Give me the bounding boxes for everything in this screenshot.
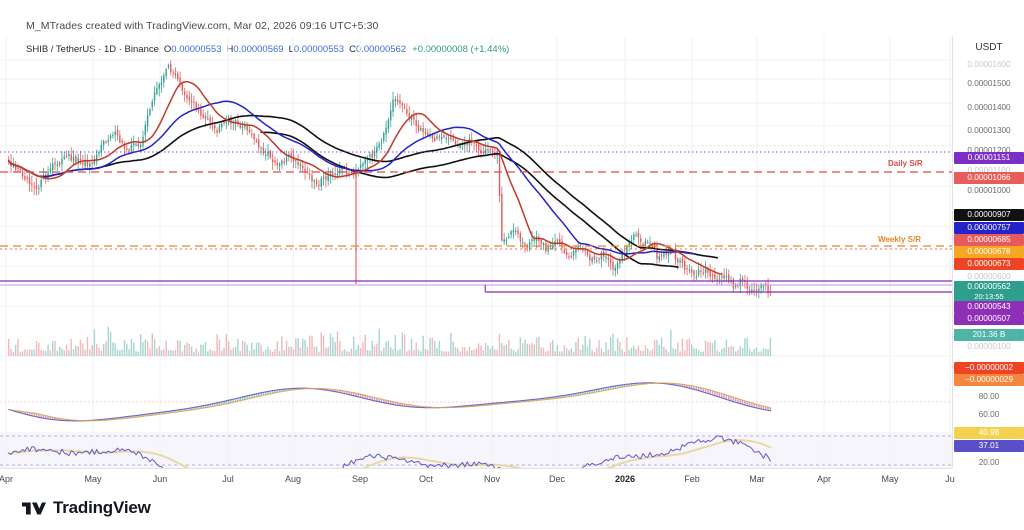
countdown-label: 20:13:55: [954, 291, 1024, 303]
ohlc-open: O0.00000553: [164, 44, 222, 55]
tradingview-footer: TradingView: [22, 498, 151, 518]
price-tick: 0.00001200: [967, 146, 1011, 155]
chart-plot-area[interactable]: [0, 36, 952, 468]
volume-label: 201.36 B: [954, 329, 1024, 341]
tradingview-brand: TradingView: [53, 498, 151, 517]
macd-signal-label: −0.00000029: [954, 374, 1024, 386]
price-tick: 0.00001300: [967, 126, 1011, 135]
time-tick: Ju: [945, 474, 955, 484]
ohlc-close-value: 0.00000562: [355, 44, 407, 55]
price-scale-currency: USDT: [975, 42, 1003, 53]
ma-label-black: 0.00000907: [954, 209, 1024, 221]
ohlc-change: +0.00000008 (+1.44%): [412, 44, 510, 55]
ohlc-low-key: L: [288, 44, 294, 55]
rsi-tick: 60.00: [978, 410, 1000, 419]
ohlc-high-key: H: [226, 44, 234, 55]
rsi-label: 37.01: [954, 440, 1024, 452]
time-scale[interactable]: Apr May Jun Jul Aug Sep Oct Nov Dec 2026 Feb Mar Apr…: [0, 468, 955, 490]
ohlc-low-value: 0.00000553: [293, 44, 345, 55]
price-tick: 0.00001400: [967, 103, 1011, 112]
symbol-label[interactable]: SHIB / TetherUS · 1D · Binance: [26, 44, 159, 55]
time-tick: May: [881, 474, 899, 484]
time-tick: Dec: [548, 474, 566, 484]
time-tick: Apr: [816, 474, 832, 484]
time-tick: Sep: [351, 474, 369, 484]
time-tick: Oct: [418, 474, 434, 484]
ohlc-open-key: O: [163, 44, 172, 55]
price-level-red: 0.00000673: [954, 258, 1024, 270]
ohlc-close-key: C: [349, 44, 356, 55]
price-level-daily-sr: 0.00001066: [954, 172, 1024, 184]
ohlc-low: L0.00000553: [289, 44, 345, 55]
tradingview-logo-icon: [22, 502, 46, 514]
price-tick: 0.00001000: [967, 186, 1011, 195]
macd-label: −0.00000002: [954, 362, 1024, 374]
rsi-tick: 80.00: [978, 392, 1000, 401]
ohlc-open-value: 0.00000553: [171, 44, 222, 55]
rsi-ma-label: 40.98: [954, 427, 1024, 439]
time-tick: Nov: [483, 474, 501, 484]
time-tick: Apr: [0, 474, 14, 484]
price-tick: 0.00001600: [967, 60, 1011, 69]
weekly-sr-annotation: Weekly S/R: [878, 235, 921, 244]
chart-canvas[interactable]: [0, 36, 952, 468]
time-tick: Aug: [284, 474, 302, 484]
time-tick: Feb: [684, 474, 700, 484]
price-level-purple-lower: 0.00000507: [954, 313, 1024, 325]
ohlc-high: H0.00000569: [226, 44, 283, 55]
price-tick: 0.00000600: [967, 272, 1011, 281]
price-level-weekly-sr: 0.00000678: [954, 246, 1024, 258]
ohlc-high-value: 0.00000569: [233, 44, 284, 55]
time-tick: Jun: [152, 474, 168, 484]
ohlc-close: C0.00000562: [349, 44, 406, 55]
time-tick: Mar: [749, 474, 765, 484]
price-level-purple-upper: 0.00001151: [954, 152, 1024, 164]
last-price-label: 0.00000562: [954, 281, 1024, 293]
daily-sr-annotation: Daily S/R: [888, 159, 923, 168]
price-tick: 0.00001100: [967, 166, 1011, 175]
attribution-text: M_MTrades created with TradingView.com, …: [26, 20, 379, 32]
price-tick: 0.00000100: [967, 342, 1011, 351]
price-scale[interactable]: USDT 0.00001600 0.00001500 0.00001400 0.000…: [952, 36, 1024, 468]
price-tick: 0.00001500: [967, 79, 1011, 88]
time-tick: Jul: [222, 474, 234, 484]
ma-label-red: 0.00000685: [954, 234, 1024, 246]
time-tick: May: [84, 474, 102, 484]
rsi-tick: 20.00: [978, 458, 1000, 467]
chart-legend[interactable]: SHIB / TetherUS · 1D · Binance O0.000005…: [26, 44, 509, 55]
time-tick: 2026: [614, 474, 636, 484]
price-level-purple-mid: 0.00000543: [954, 301, 1024, 313]
ma-label-blue: 0.00000757: [954, 222, 1024, 234]
